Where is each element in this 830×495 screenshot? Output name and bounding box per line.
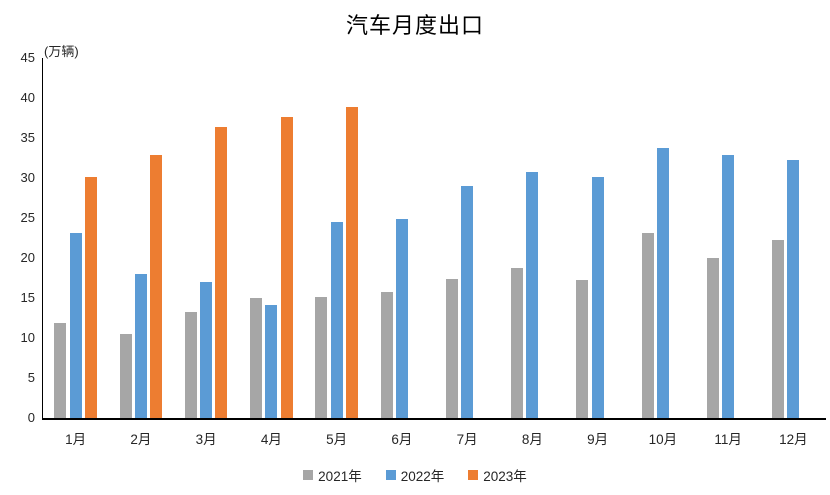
bar-2022年-1月	[69, 233, 82, 418]
bar-2022年-11月	[722, 154, 735, 418]
legend-marker-icon	[385, 470, 396, 480]
bar-2022年-6月	[395, 218, 408, 418]
legend-marker-icon	[468, 470, 479, 480]
bar-2023年-3月	[215, 126, 228, 418]
y-axis-tick-label: 20	[20, 250, 35, 265]
bar-2021年-11月	[706, 258, 719, 418]
chart-legend: 2021年 2022年 2023年	[0, 465, 830, 485]
x-axis-label-3月: 3月	[195, 432, 217, 447]
y-axis-tick-label: 10	[20, 330, 35, 345]
x-axis-label-12月: 12月	[779, 432, 808, 447]
legend-item-2022年: 2022年	[385, 465, 445, 485]
bar-2022年-10月	[656, 148, 669, 418]
x-axis-line	[42, 418, 826, 420]
legend-label: 2023年	[483, 469, 527, 484]
bar-2023年-4月	[280, 117, 293, 418]
bar-2023年-2月	[150, 154, 163, 418]
bar-2021年-4月	[250, 298, 263, 418]
y-axis-tick-label: 15	[20, 290, 35, 305]
y-axis-tick-label: 0	[27, 410, 35, 425]
bar-2021年-1月	[54, 322, 67, 418]
x-axis-label-9月: 9月	[587, 432, 609, 447]
bar-2022年-4月	[265, 305, 278, 418]
bar-2021年-10月	[641, 233, 654, 418]
legend-marker-icon	[303, 470, 314, 480]
bar-2021年-12月	[772, 239, 785, 418]
x-axis-label-10月: 10月	[648, 432, 678, 447]
bar-2021年-2月	[119, 334, 132, 418]
y-axis-tick-label: 35	[20, 130, 35, 145]
bar-2022年-7月	[461, 186, 474, 418]
y-axis-unit-label: (万辆)	[44, 44, 79, 59]
bar-2021年-3月	[184, 312, 197, 418]
x-axis-label-2月: 2月	[130, 432, 152, 447]
x-axis-label-11月: 11月	[714, 432, 742, 447]
y-axis-tick-label: 25	[20, 210, 35, 225]
x-axis-label-7月: 7月	[456, 432, 478, 447]
y-axis-line	[42, 58, 43, 418]
bar-2021年-5月	[315, 297, 328, 418]
bar-2021年-6月	[380, 291, 393, 418]
bar-2023年-5月	[345, 106, 358, 418]
bar-2022年-12月	[787, 159, 800, 418]
bar-2023年-1月	[84, 177, 97, 418]
bar-2021年-7月	[445, 278, 458, 418]
y-axis-tick-label: 5	[27, 370, 35, 385]
x-axis-label-4月: 4月	[260, 432, 282, 447]
y-axis-tick-label: 40	[20, 90, 35, 105]
legend-label: 2022年	[400, 469, 445, 484]
x-axis-label-5月: 5月	[326, 432, 348, 447]
x-axis-label-1月: 1月	[65, 432, 87, 447]
legend-label: 2021年	[318, 469, 362, 484]
bar-2021年-8月	[511, 268, 524, 418]
bar-2022年-8月	[526, 171, 539, 418]
bar-2022年-2月	[134, 274, 147, 418]
x-axis-label-6月: 6月	[391, 432, 413, 447]
bar-2022年-3月	[200, 282, 213, 418]
legend-item-2023年: 2023年	[468, 465, 527, 485]
chart-title: 汽车月度出口	[345, 14, 484, 39]
bar-2022年-9月	[591, 177, 604, 418]
bar-2021年-9月	[576, 279, 589, 418]
y-axis-tick-label: 45	[20, 50, 35, 65]
bar-2022年-5月	[330, 222, 343, 418]
legend-item-2021年: 2021年	[303, 465, 362, 485]
y-axis-tick-label: 30	[20, 170, 35, 185]
x-axis-label-8月: 8月	[521, 432, 543, 447]
